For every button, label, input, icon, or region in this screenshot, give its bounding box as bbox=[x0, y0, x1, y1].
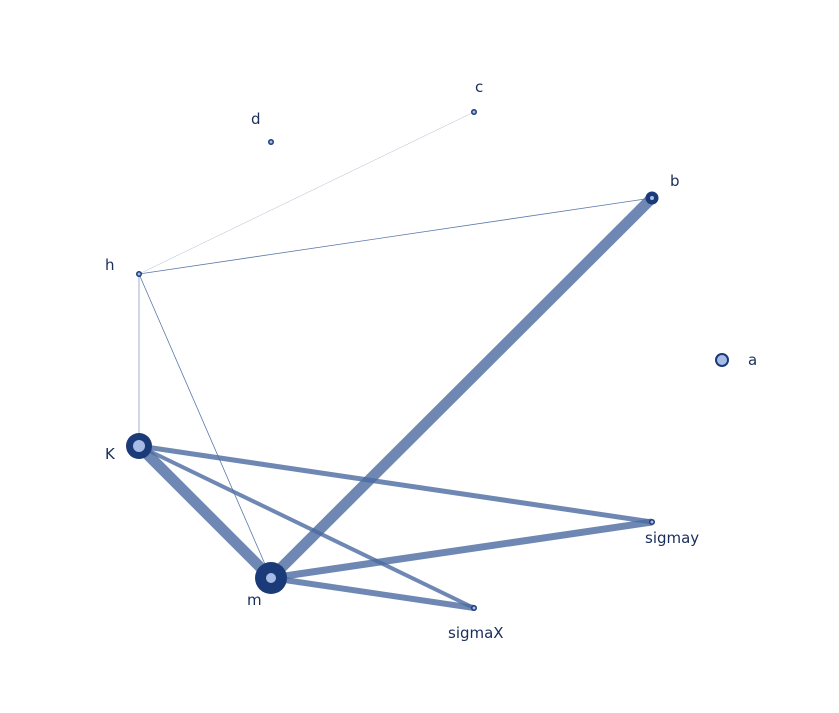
edge-m-sigmaX bbox=[270, 575, 475, 611]
node-label-K: K bbox=[105, 445, 116, 463]
graph-edges bbox=[135, 111, 656, 611]
node-K[interactable] bbox=[126, 433, 152, 459]
node-m-core bbox=[266, 573, 276, 583]
node-b-core bbox=[650, 196, 654, 200]
edge-m-b bbox=[267, 194, 656, 582]
edge-h-m bbox=[138, 273, 272, 579]
node-sigmay-core bbox=[650, 520, 654, 524]
node-a[interactable] bbox=[715, 353, 729, 367]
node-label-sigmaX: sigmaX bbox=[448, 624, 504, 642]
node-d-core bbox=[269, 140, 273, 144]
edge-h-c bbox=[138, 111, 475, 275]
node-label-h: h bbox=[105, 256, 115, 274]
node-c[interactable] bbox=[471, 109, 477, 115]
edge-K-sigmay bbox=[138, 443, 653, 525]
node-label-c: c bbox=[475, 78, 483, 96]
node-c-core bbox=[472, 110, 476, 114]
node-label-b: b bbox=[670, 172, 680, 190]
node-h[interactable] bbox=[136, 271, 142, 277]
edge-m-sigmay bbox=[270, 518, 653, 582]
node-h-core bbox=[137, 272, 141, 276]
node-sigmay[interactable] bbox=[649, 519, 655, 525]
node-a-core bbox=[717, 355, 727, 365]
node-b[interactable] bbox=[645, 191, 659, 205]
edge-K-m bbox=[135, 442, 275, 582]
node-label-a: a bbox=[748, 351, 757, 369]
node-label-sigmay: sigmay bbox=[645, 529, 699, 547]
edge-h-b bbox=[138, 197, 653, 275]
node-sigmaX-core bbox=[472, 606, 476, 610]
node-m[interactable] bbox=[255, 562, 287, 594]
node-sigmaX[interactable] bbox=[471, 605, 477, 611]
node-d[interactable] bbox=[268, 139, 274, 145]
graph-nodes bbox=[126, 109, 729, 611]
node-label-m: m bbox=[247, 591, 262, 609]
node-K-core bbox=[133, 440, 145, 452]
node-label-d: d bbox=[251, 110, 261, 128]
graph-labels: a b c d h Km sigmaX sigmay bbox=[105, 78, 757, 642]
edge-K-sigmaX bbox=[138, 444, 475, 610]
